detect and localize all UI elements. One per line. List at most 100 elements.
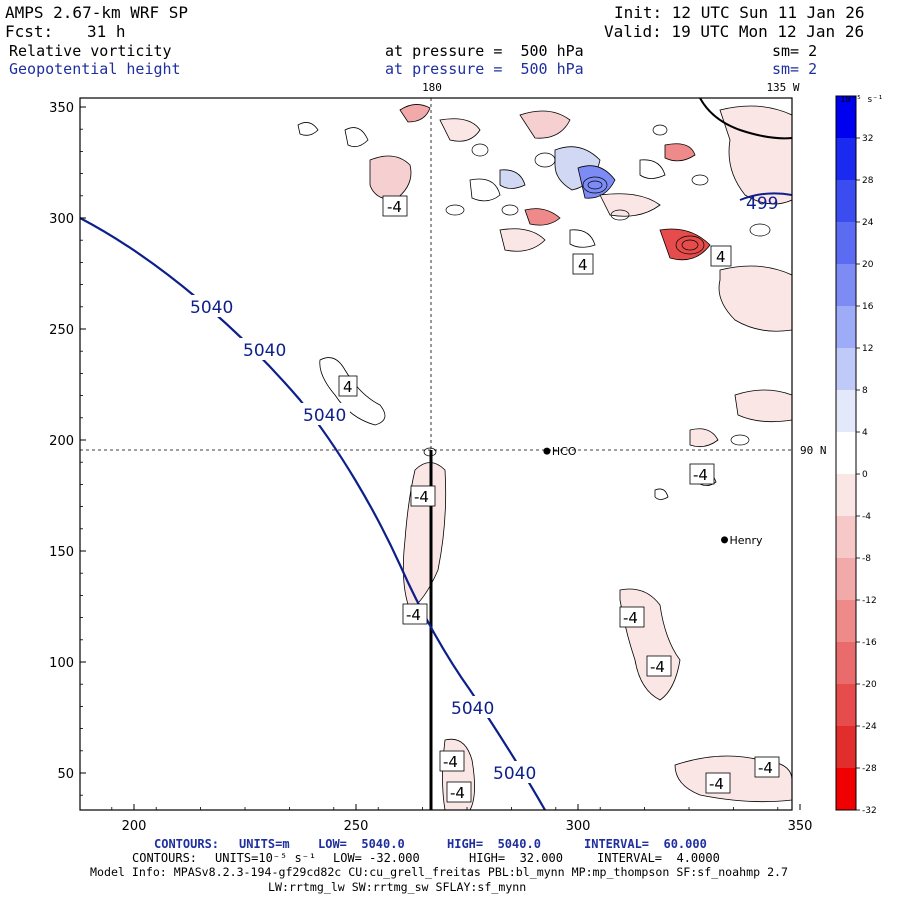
colorbar-tick-label: -8 (862, 554, 871, 564)
colorbar-frame (835, 95, 857, 811)
vorticity-label: -4 (705, 772, 731, 794)
height-label: 5040 (493, 764, 536, 784)
vorticity-label: -4 (402, 603, 428, 625)
init-time: Init: 12 UTC Sun 11 Jan 26 (614, 3, 865, 22)
colorbar-tick-label: 20 (862, 260, 874, 270)
svg-text:4: 4 (578, 256, 588, 274)
lat-label-90n: 90 N (800, 444, 827, 457)
svg-text:-4: -4 (623, 609, 638, 627)
colorbar-swatch (836, 180, 856, 222)
colorbar-swatch (836, 516, 856, 558)
vorticity-label: 4 (572, 253, 594, 275)
colorbar-swatch (836, 306, 856, 348)
colorbar-tick-label: 28 (862, 176, 874, 186)
vorticity-label: -4 (689, 463, 715, 485)
svg-text:-4: -4 (406, 606, 421, 624)
height-contour-label: CONTOURS: (154, 837, 220, 851)
x-tick-label: 350 (788, 819, 813, 834)
colorbar-tick-label: 4 (862, 428, 868, 438)
vorticity-label: -4 (646, 655, 672, 677)
x-tick-label: 250 (344, 819, 369, 834)
field1-smoothing: sm= 2 (772, 42, 818, 60)
lon-label-180: 180 (422, 81, 442, 94)
vorticity-contour-low: LOW= -32.000 (333, 851, 420, 865)
colorbar-swatch (836, 474, 856, 516)
lon-label-135w: 135 W (766, 81, 799, 94)
height-label: 5040 (451, 699, 494, 719)
map-frame (79, 97, 793, 811)
vorticity-contour-high: HIGH= 32.000 (469, 851, 563, 865)
height-label: 5040 (190, 298, 233, 318)
map-field: 5040 5040 5040 5040 5040 499 -4 4 4 4 -4… (80, 98, 792, 810)
height-contour-units: UNITS=m (239, 837, 290, 851)
colorbar-swatch (836, 684, 856, 726)
vorticity-contour-units: UNITS=10⁻⁵ s⁻¹ (215, 851, 317, 865)
station-marker (721, 536, 729, 544)
height-contour-interval: INTERVAL= 60.000 (584, 837, 707, 851)
field1-name: Relative vorticity (9, 42, 172, 60)
y-tick-label: 50 (57, 767, 74, 782)
svg-text:-4: -4 (387, 198, 402, 216)
colorbar-tick-label: 32 (862, 134, 873, 144)
y-tick-label: 350 (49, 101, 74, 116)
svg-text:4: 4 (343, 378, 353, 396)
svg-text:-4: -4 (443, 753, 458, 771)
svg-text:4: 4 (716, 248, 726, 266)
colorbar-swatch (836, 768, 856, 810)
geopotential-height-contour (80, 217, 546, 810)
svg-text:-4: -4 (709, 775, 724, 793)
station-marker (543, 447, 551, 455)
field2-level: at pressure = 500 hPa (385, 60, 584, 78)
height-label-partial: 499 (746, 194, 778, 214)
y-tick-label: 200 (49, 434, 74, 449)
y-tick-label: 100 (49, 656, 74, 671)
vorticity-label: -4 (439, 750, 465, 772)
colorbar-tick-label: 8 (862, 386, 868, 396)
colorbar-tick-label: -32 (862, 806, 877, 816)
field2-name: Geopotential height (9, 60, 181, 78)
colorbar-swatch (836, 432, 856, 474)
field1-level: at pressure = 500 hPa (385, 42, 584, 60)
colorbar-swatch (836, 600, 856, 642)
colorbar-tick-label: 16 (862, 302, 874, 312)
y-tick-label: 300 (49, 212, 74, 227)
svg-text:-4: -4 (758, 759, 773, 777)
vorticity-label: 4 (338, 375, 358, 397)
colorbar-tick-label: 12 (862, 344, 873, 354)
colorbar-tick-label: -4 (862, 512, 871, 522)
colorbar-unit: 10⁻⁵ s⁻¹ (840, 95, 883, 105)
colorbar-tick-label: -28 (862, 764, 877, 774)
vorticity-contour-label: CONTOURS: (132, 851, 198, 865)
svg-text:-4: -4 (693, 466, 708, 484)
height-label: 5040 (303, 406, 346, 426)
vorticity-label: -4 (446, 781, 472, 803)
y-tick-label: 150 (49, 545, 74, 560)
colorbar-swatch (836, 264, 856, 306)
colorbar-swatch (836, 348, 856, 390)
height-contour-low: LOW= 5040.0 (318, 837, 405, 851)
height-contour-high: HIGH= 5040.0 (447, 837, 541, 851)
height-label: 5040 (243, 341, 286, 361)
colorbar-swatch (836, 96, 856, 138)
forecast-label: Fcst: (5, 22, 54, 41)
vorticity-label: 4 (710, 245, 732, 267)
y-tick-label: 250 (49, 323, 74, 338)
valid-time: Valid: 19 UTC Mon 12 Jan 26 (604, 22, 865, 41)
colorbar-swatch (836, 390, 856, 432)
colorbar-swatch (836, 642, 856, 684)
colorbar-tick-label: -16 (862, 638, 877, 648)
vorticity-contour-interval: INTERVAL= 4.0000 (597, 851, 720, 865)
colorbar-swatch (836, 138, 856, 180)
colorbar-tick-label: -12 (862, 596, 877, 606)
station-layer: HCOHenryHRCAG2BDCRENLV (543, 445, 763, 547)
colorbar-tick-label: -24 (862, 722, 877, 732)
field2-smoothing: sm= 2 (772, 60, 818, 78)
black-contour-ne (699, 98, 792, 140)
model-info: Model Info: MPASv8.2.3-194-gf29cd82c CU:… (90, 865, 789, 879)
colorbar-tick-label: 24 (862, 218, 874, 228)
forecast-hour: 31 h (87, 22, 126, 41)
x-tick-label: 300 (566, 819, 591, 834)
svg-text:-4: -4 (450, 784, 465, 802)
vorticity-shading (297, 104, 792, 810)
